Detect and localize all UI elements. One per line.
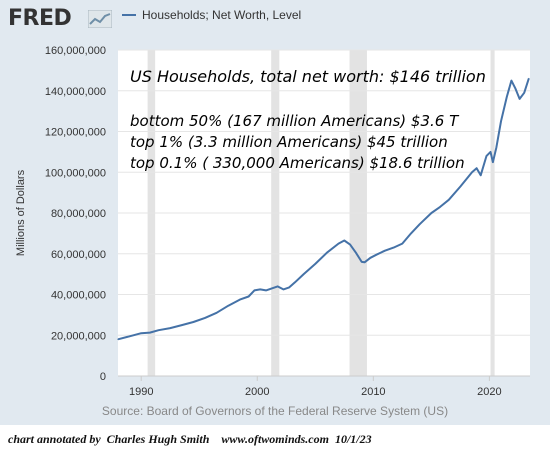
data-point xyxy=(401,242,403,245)
fred-logo[interactable]: FRED xyxy=(8,6,72,31)
data-point xyxy=(169,327,171,329)
annotation-total: US Households, total net worth: $146 tri… xyxy=(130,67,486,86)
data-point xyxy=(117,338,119,340)
data-point xyxy=(430,212,432,214)
data-point xyxy=(369,257,372,259)
data-point xyxy=(523,92,525,94)
data-point xyxy=(495,147,497,149)
data-point xyxy=(459,185,461,188)
data-point xyxy=(510,79,513,82)
legend-swatch xyxy=(122,14,136,16)
y-tick-label: 20,000,000 xyxy=(51,330,106,342)
data-point xyxy=(247,295,250,298)
data-point xyxy=(393,247,395,249)
data-point xyxy=(314,263,316,265)
data-point xyxy=(140,332,142,334)
data-point xyxy=(528,77,530,80)
data-point xyxy=(158,329,160,331)
data-point xyxy=(364,261,366,263)
y-axis-label: Millions of Dollars xyxy=(15,169,27,256)
annotation-top-1: top 1% (3.3 million Americans) $45 trill… xyxy=(130,133,448,151)
data-point xyxy=(480,174,482,176)
x-tick-label: 2010 xyxy=(361,386,385,398)
data-point xyxy=(326,252,328,254)
data-point xyxy=(192,321,195,323)
data-point xyxy=(485,155,488,157)
data-point xyxy=(419,223,421,225)
data-point xyxy=(265,289,267,292)
data-point xyxy=(355,252,357,254)
annotation-top-01: top 0.1% ( 330,000 Americans) $18.6 tril… xyxy=(130,154,465,172)
data-point xyxy=(500,120,502,122)
y-tick-label: 160,000,000 xyxy=(45,45,106,57)
data-point xyxy=(204,317,206,319)
data-point xyxy=(343,239,345,242)
credit-line: chart annotated by Charles Hugh Smith ww… xyxy=(8,432,372,446)
data-point xyxy=(253,289,255,292)
data-point xyxy=(518,98,521,100)
data-point xyxy=(288,286,290,288)
data-point xyxy=(181,324,183,326)
data-point xyxy=(476,167,478,169)
data-point xyxy=(361,261,363,263)
data-point xyxy=(227,305,229,307)
data-point xyxy=(216,312,218,314)
x-tick-label: 1990 xyxy=(129,386,153,398)
y-tick-label: 100,000,000 xyxy=(45,167,106,179)
y-tick-label: 60,000,000 xyxy=(51,249,106,261)
y-tick-label: 80,000,000 xyxy=(51,208,106,220)
data-point xyxy=(337,242,340,245)
data-point xyxy=(492,161,494,163)
trend-chart-icon xyxy=(88,10,112,28)
data-point xyxy=(448,199,450,201)
data-point xyxy=(375,254,377,256)
annotation-bottom-50: bottom 50% (167 million Americans) $3.6 … xyxy=(130,112,460,130)
data-point xyxy=(514,88,517,90)
data-point xyxy=(303,273,305,275)
y-tick-label: 120,000,000 xyxy=(45,127,106,139)
data-point xyxy=(349,243,351,246)
data-point xyxy=(239,298,241,301)
data-point xyxy=(271,287,273,289)
y-tick-label: 0 xyxy=(100,371,106,383)
data-point xyxy=(129,335,131,337)
line-chart: 0 20,000,000 40,000,000 60,000,000 80,000,00… xyxy=(15,45,530,398)
legend: Households; Net Worth, Level xyxy=(122,8,301,22)
data-point xyxy=(439,206,441,208)
data-point xyxy=(384,250,386,252)
data-point xyxy=(259,288,261,291)
y-tick-label: 140,000,000 xyxy=(45,86,106,98)
x-tick-label: 2000 xyxy=(245,386,269,398)
source-note[interactable]: Source: Board of Governors of the Federa… xyxy=(101,404,449,418)
data-point xyxy=(410,232,412,234)
data-point xyxy=(294,281,296,283)
data-point xyxy=(506,96,508,98)
y-tick-label: 40,000,000 xyxy=(51,290,106,302)
data-point xyxy=(282,288,284,291)
x-tick-label: 2020 xyxy=(477,386,501,398)
data-point xyxy=(489,151,492,153)
legend-label: Households; Net Worth, Level xyxy=(142,8,302,22)
data-point xyxy=(276,285,279,287)
data-point xyxy=(149,332,151,334)
data-point xyxy=(471,171,473,173)
